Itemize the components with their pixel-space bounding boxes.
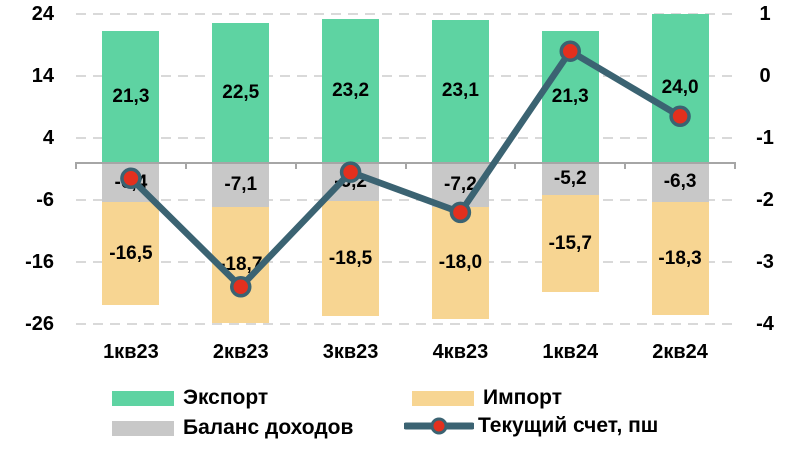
bar-label-balance: -6,2 (334, 171, 367, 193)
gridline (76, 199, 735, 201)
y-axis-tick-left: -26 (25, 313, 54, 335)
bar-label-balance: -7,1 (224, 173, 258, 195)
y-axis-tick-right: 0 (759, 65, 771, 87)
axis-tick (404, 162, 407, 169)
legend-item-import: Импорт (412, 386, 562, 410)
y-axis-tick-right: -2 (756, 189, 774, 211)
y-axis-tick-left: -6 (36, 189, 54, 211)
bar-label-export: 24,0 (661, 77, 699, 99)
x-axis-label: 2кв23 (212, 341, 269, 363)
bar-label-balance: -6,3 (663, 171, 697, 193)
bar-label-balance: -6,4 (114, 171, 148, 193)
axis-tick (514, 162, 517, 169)
gridline (76, 137, 735, 139)
legend-item-current-account: Текущий счет, пш (404, 414, 658, 438)
bar-label-export: 23,1 (441, 80, 479, 102)
gridline (76, 75, 735, 77)
bar-label-export: 21,3 (551, 85, 589, 107)
y-axis-tick-left: 14 (31, 65, 54, 87)
legend-label-export: Экспорт (183, 386, 269, 409)
bar-label-balance: -5,2 (553, 167, 587, 189)
line-marker-swatch-icon (404, 417, 474, 435)
bar-label-export: 22,5 (222, 82, 260, 104)
x-axis-label: 2кв24 (652, 341, 708, 363)
axis-tick (294, 162, 297, 169)
bar-label-import: -18,5 (328, 247, 373, 269)
import-swatch (412, 390, 474, 406)
legend-item-export: Экспорт (112, 386, 268, 410)
bar-label-export: 21,3 (112, 85, 150, 107)
gridline (76, 13, 735, 15)
y-axis-tick-right: -3 (756, 251, 774, 273)
y-axis-tick-right: -4 (756, 313, 774, 335)
axis-tick (184, 162, 187, 169)
bar-label-import: -18,0 (438, 252, 483, 274)
bar-label-import: -18,7 (219, 253, 263, 275)
axis-tick (734, 162, 736, 169)
gridline (76, 261, 735, 263)
balance-swatch (112, 420, 174, 436)
y-axis-tick-left: 24 (31, 3, 54, 25)
y-axis-tick-left: 4 (42, 127, 54, 149)
bar-label-import: -15,7 (548, 232, 592, 254)
legend-item-balance: Баланс доходов (112, 416, 353, 440)
export-swatch (112, 390, 174, 406)
y-axis-tick-right: -1 (756, 127, 774, 149)
legend-label-balance: Баланс доходов (183, 416, 354, 439)
bar-label-import: -16,5 (109, 242, 153, 264)
x-axis-label: 1кв23 (103, 341, 159, 363)
legend-label-import: Импорт (483, 386, 562, 409)
gridline (76, 323, 735, 325)
bar-label-export: 23,2 (332, 79, 370, 101)
bar-label-import: -18,3 (658, 247, 702, 269)
legend-label-current-account: Текущий счет, пш (478, 414, 659, 437)
axis-tick (75, 162, 77, 169)
y-axis-tick-left: -16 (25, 251, 54, 273)
bar-label-balance: -7,2 (444, 174, 477, 196)
axis-tick (624, 162, 627, 169)
x-axis-label: 1кв24 (542, 341, 599, 363)
x-axis-label: 4кв23 (432, 341, 489, 363)
y-axis-tick-right: 1 (759, 3, 771, 25)
x-axis-label: 3кв23 (322, 341, 379, 363)
